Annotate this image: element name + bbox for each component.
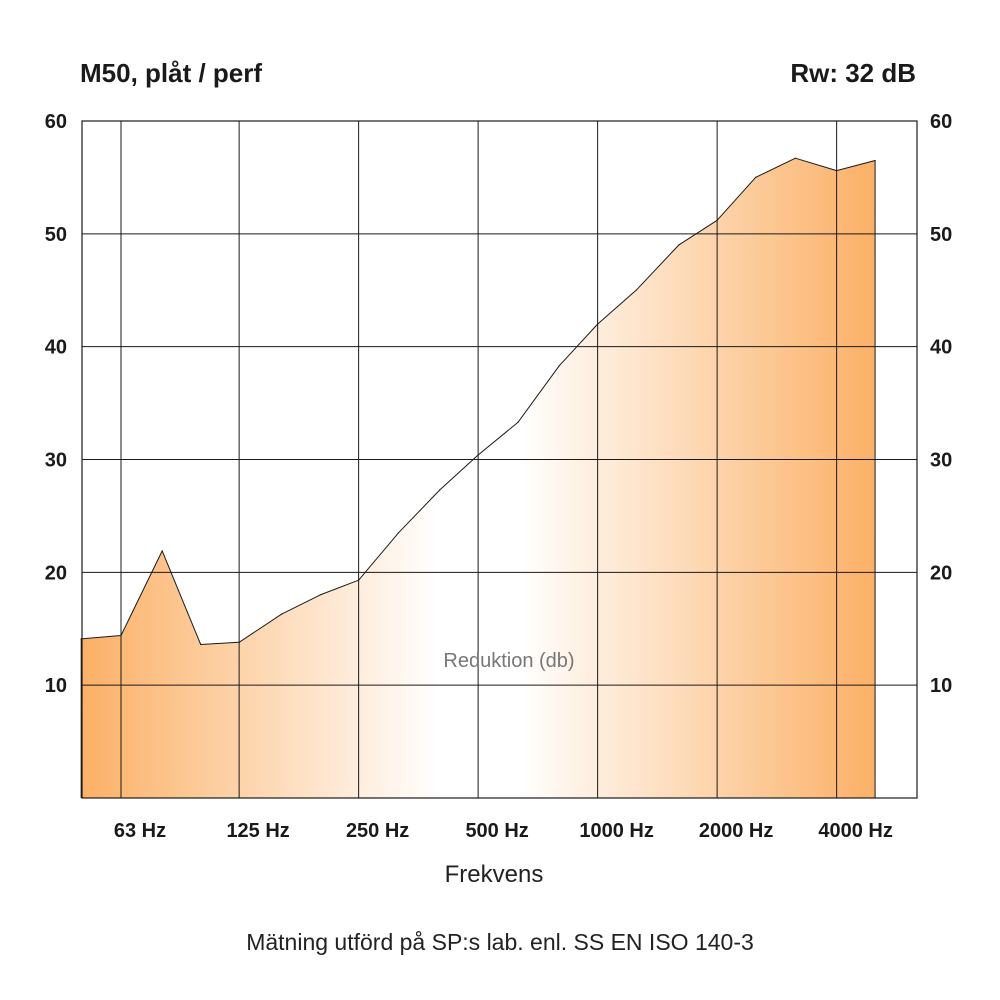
data-point [716,219,718,221]
line-layer [80,157,876,799]
data-point [794,157,797,159]
reduktion-annotation: Reduktion (db) [443,650,574,672]
data-point [358,579,360,581]
data-point [477,454,479,456]
data-point [755,176,757,178]
x-tick-label: 500 Hz [465,820,528,842]
x-axis: 63 Hz 125 Hz 250 Hz 500 Hz 1000 Hz 2000 Hz 400… [114,820,893,842]
data-point [319,594,321,596]
x-axis-label: Frekvens [445,861,544,888]
data-point [120,634,122,637]
y-tick-label-left: 60 [45,111,67,133]
y-tick-label-right: 60 [930,111,952,133]
y-tick-label-left: 50 [45,224,67,246]
y-tick-label-left: 10 [45,675,67,697]
y-tick-label-right: 30 [930,450,952,472]
data-point [200,643,202,646]
y-tick-label-left: 40 [45,337,67,359]
data-point [836,170,838,172]
x-tick-label: 63 Hz [114,820,166,842]
y-axis-left: 10 20 30 40 50 60 [45,111,67,697]
data-point [597,323,599,325]
data-point [517,421,519,423]
x-tick-label: 125 Hz [226,820,289,842]
y-axis-right: 10 20 30 40 50 60 [930,111,952,697]
data-point [874,159,876,162]
y-tick-label-left: 20 [45,562,67,584]
x-tick-label: 250 Hz [346,820,409,842]
x-tick-label: 1000 Hz [579,820,654,842]
y-tick-label-right: 10 [930,675,952,697]
data-point [281,613,283,615]
footer-note: Mätning utförd på SP:s lab. enl. SS EN I… [246,929,754,955]
data-point [635,289,637,291]
chart-title: M50, plåt / perf [80,58,262,88]
x-tick-label: 4000 Hz [818,820,893,842]
data-point [439,489,441,491]
y-tick-label-left: 30 [45,450,67,472]
data-point [558,365,560,367]
data-point [161,550,163,552]
data-point [397,532,400,534]
data-point [238,641,240,643]
plot-frame [81,120,918,799]
rw-label: Rw: 32 dB [790,58,916,88]
y-tick-label-right: 50 [930,224,952,246]
y-tick-label-right: 40 [930,337,952,359]
data-point [678,244,680,246]
x-tick-label: 2000 Hz [699,820,774,842]
y-tick-label-right: 20 [930,562,952,584]
